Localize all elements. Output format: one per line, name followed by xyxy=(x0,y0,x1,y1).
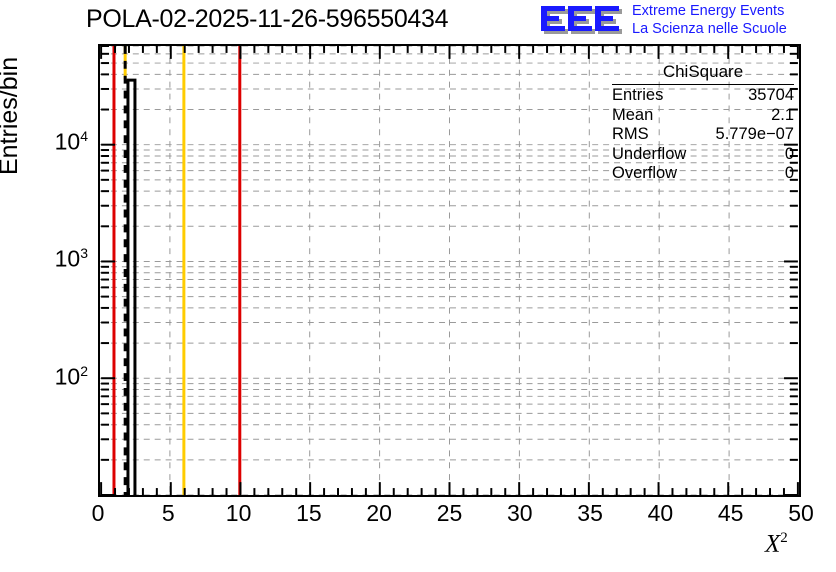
stats-row-key: RMS xyxy=(612,125,649,143)
y-tick-label: 104 xyxy=(54,127,88,155)
y-tick-label: 103 xyxy=(54,245,88,273)
stats-title-rule xyxy=(612,84,794,85)
x-tick-label: 15 xyxy=(296,500,322,526)
x-tick-label: 5 xyxy=(161,500,175,526)
stats-row-key: Underflow xyxy=(612,144,687,163)
histogram-data-layer xyxy=(112,46,242,495)
stats-row-key: Entries xyxy=(612,86,664,104)
stats-row: Underflow 0 xyxy=(612,145,794,165)
stats-box: ChiSquare Entries 35704 Mean 2.1 RMS 5.779e−0… xyxy=(612,62,794,184)
eee-logo-line1: Extreme Energy Events xyxy=(632,3,785,19)
eee-logo: Extreme Energy Events La Scienza nelle S… xyxy=(540,2,830,42)
stats-title: ChiSquare xyxy=(662,62,744,81)
stats-row-value: 2.1 xyxy=(771,105,794,124)
y-axis-label: Entries/bin xyxy=(0,56,23,175)
stats-row: Mean 2.1 xyxy=(612,106,794,126)
stats-row-value: 0 xyxy=(784,144,794,163)
x-tick-label: 35 xyxy=(577,500,603,526)
x-tick-label: 40 xyxy=(647,500,674,526)
plot-frame xyxy=(98,44,801,497)
x-tick-label: 25 xyxy=(436,500,463,526)
x-tick-label: 0 xyxy=(91,500,105,526)
stats-row-key: Mean xyxy=(612,105,654,124)
stats-row-key: Overflow xyxy=(612,164,678,182)
x-tick-label: 30 xyxy=(507,500,533,526)
x-tick-label: 45 xyxy=(717,500,744,526)
x-tick-label: 10 xyxy=(225,500,252,526)
stats-row-value: 35704 xyxy=(748,86,794,104)
stats-rows: Entries 35704 Mean 2.1 RMS 5.779e−07 Underflow… xyxy=(612,86,794,184)
x-axis-label: Χ2 xyxy=(765,530,788,558)
eee-logo-mark xyxy=(541,6,622,34)
grid-layer xyxy=(100,46,799,495)
stats-row-value: 0 xyxy=(784,164,794,182)
x-tick-label: 50 xyxy=(788,500,814,526)
eee-logo-line2: La Scienza nelle Scuole xyxy=(632,21,787,37)
x-tick-label: 20 xyxy=(366,500,392,526)
axis-ticks-layer xyxy=(100,46,799,495)
stats-row: Entries 35704 xyxy=(612,86,794,106)
stats-row-value: 5.779e−07 xyxy=(715,125,794,143)
y-tick-label: 102 xyxy=(54,363,88,390)
stats-row: Overflow 0 xyxy=(612,164,794,184)
eee-logo-text: Extreme Energy Events La Scienza nelle S… xyxy=(632,2,787,38)
page-title: POLA-02-2025-11-26-596550434 xyxy=(86,5,449,33)
stats-row: RMS 5.779e−07 xyxy=(612,125,794,145)
